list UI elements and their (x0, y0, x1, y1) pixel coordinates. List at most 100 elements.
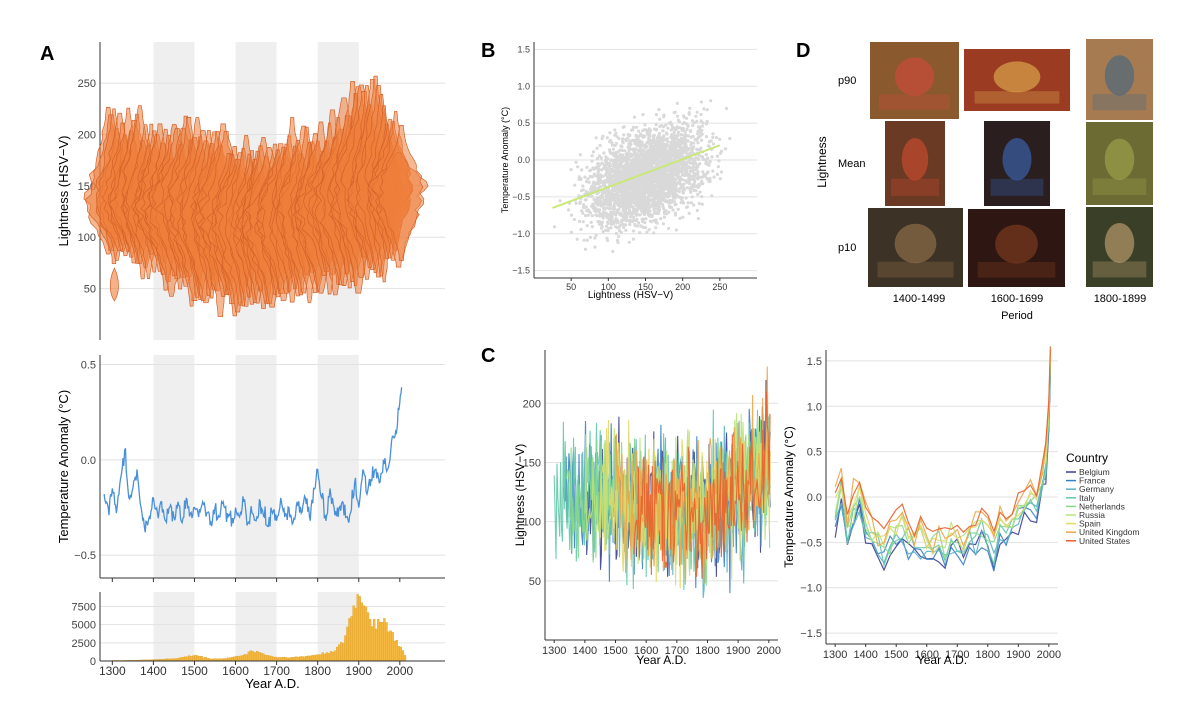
scatter-point (590, 225, 594, 229)
scatter-point (634, 212, 638, 216)
scatter-point (614, 231, 619, 236)
scatter-point (684, 179, 688, 183)
scatter-point (614, 177, 618, 181)
scatter-point (679, 167, 683, 171)
scatter-point (619, 230, 623, 235)
painting-detail (974, 91, 1060, 104)
scatter-point (593, 245, 597, 249)
scatter-point (600, 213, 604, 217)
painting-detail (891, 178, 939, 196)
scatter-point (574, 201, 578, 205)
histogram-bar (255, 651, 259, 662)
scatter-point (581, 184, 585, 188)
scatter-point (667, 193, 672, 197)
scatter-point (701, 182, 705, 186)
scatter-point (577, 194, 581, 198)
scatter-point (718, 137, 722, 141)
y-tick-label: −0.5 (512, 192, 530, 202)
scatter-point (611, 249, 615, 253)
scatter-point (687, 112, 691, 116)
scatter-point (626, 133, 630, 137)
painting-detail (878, 94, 951, 110)
scatter-point (661, 135, 665, 139)
scatter-point (653, 188, 658, 192)
histogram-bar (338, 644, 341, 662)
scatter-point (582, 203, 586, 207)
scatter-point (630, 159, 634, 163)
legend-label: United States (1079, 536, 1130, 546)
scatter-point (664, 123, 668, 127)
scatter-point (638, 195, 643, 199)
scatter-point (658, 175, 662, 179)
x-tick-label: 1300 (99, 664, 126, 678)
x-tick-label: 1500 (603, 645, 627, 657)
histogram-bar (329, 651, 333, 662)
scatter-point (715, 154, 720, 158)
scatter-point (612, 173, 616, 177)
scatter-point (614, 151, 619, 155)
scatter-point (615, 208, 619, 212)
scatter-point (610, 222, 614, 226)
scatter-point (719, 170, 724, 174)
histogram-bar (313, 655, 316, 662)
scatter-point (693, 175, 697, 179)
scatter-point (690, 183, 694, 187)
scatter-point (709, 99, 713, 103)
scatter-point (701, 157, 705, 161)
scatter-point (574, 160, 578, 164)
scatter-point (690, 148, 694, 152)
scatter-point (558, 199, 562, 203)
scatter-point (575, 237, 579, 241)
x-tick-label: 100 (601, 282, 616, 292)
legend-label: United Kingdom (1079, 527, 1139, 537)
scatter-point (670, 177, 674, 181)
histogram-bar (344, 635, 347, 662)
scatter-point (661, 195, 665, 199)
painting-figure (1104, 223, 1135, 263)
scatter-point (671, 136, 675, 140)
histogram-bar (257, 652, 261, 662)
y-tick-label: 100 (78, 232, 96, 244)
scatter-point (687, 211, 691, 215)
histogram-bar (393, 640, 396, 662)
scatter-point (620, 188, 625, 192)
scatter-point (677, 190, 681, 194)
x-tick-label: 1900 (1006, 649, 1030, 661)
histogram-bar (251, 651, 255, 662)
scatter-point (566, 208, 571, 212)
x-axis-label: Lightness (HSV−V) (588, 290, 673, 301)
legend-label: Germany (1079, 484, 1115, 494)
x-tick-label: 2000 (1037, 649, 1061, 661)
scatter-point (627, 183, 632, 187)
scatter-point (674, 148, 678, 152)
x-tick-label: 1700 (263, 664, 290, 678)
scatter-point (700, 195, 704, 199)
scatter-point (680, 173, 684, 177)
country-temperature-chart: −1.5 −1.0 −0.5 0.0 0.5 1.0 1.5 1300 1400 1500 1600… (782, 346, 1061, 667)
scatter-point (578, 219, 582, 224)
scatter-point (698, 162, 702, 166)
scatter-point (640, 206, 644, 210)
scatter-point (691, 157, 695, 161)
country-temperature-line (834, 346, 1051, 538)
scatter-point (600, 220, 605, 224)
scatter-point (645, 230, 649, 234)
x-tick-label: 200 (675, 282, 690, 292)
legend-label: Russia (1079, 510, 1105, 520)
scatter-point (680, 154, 684, 158)
scatter-point (672, 151, 676, 156)
histogram-bar (292, 656, 296, 662)
histogram-bar (321, 652, 324, 662)
scatter-point (630, 212, 634, 216)
scatter-point (714, 136, 719, 140)
scatter-point (704, 161, 708, 166)
histogram-bar (325, 652, 329, 662)
y-tick-label: 250 (78, 78, 96, 90)
y-tick-label: 200 (523, 398, 541, 410)
scatter-point (580, 209, 584, 213)
country-temperature-line (834, 357, 1051, 556)
histogram-bar (397, 646, 400, 662)
histogram-bar (190, 656, 193, 662)
y-tick-label: 1.0 (807, 401, 822, 413)
scatter-point (605, 176, 610, 180)
